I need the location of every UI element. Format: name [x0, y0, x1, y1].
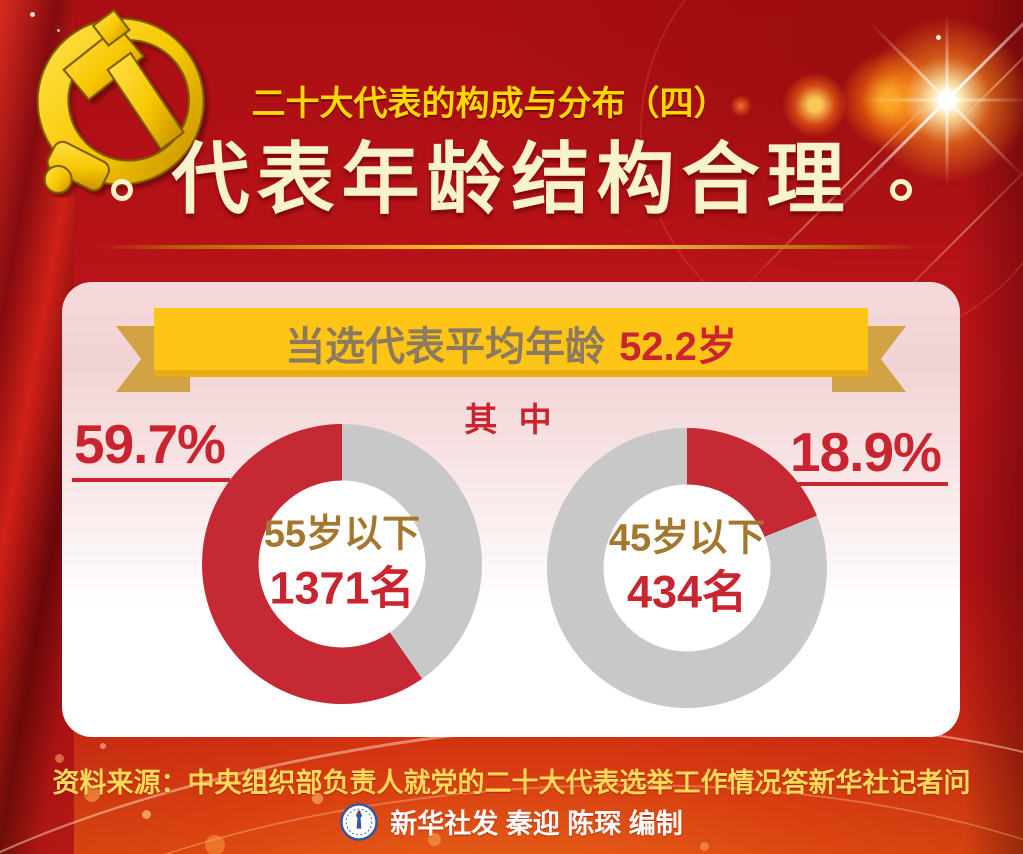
- banner-label: 当选代表平均年龄: [285, 324, 606, 369]
- percent-underline: [797, 482, 948, 486]
- among-label: 其 中: [464, 401, 558, 438]
- main-title: 代表年龄结构合理: [171, 135, 852, 223]
- donut-center-value: 1371名: [269, 562, 415, 614]
- bokeh-dot: [428, 833, 441, 846]
- bokeh-dot: [142, 810, 151, 819]
- donut-chart-under-45: 45岁以下 434名: [547, 428, 827, 708]
- donut-chart-under-55: 55岁以下 1371名: [202, 424, 482, 704]
- donut-hole: 45岁以下 434名: [603, 484, 771, 652]
- bokeh-dot: [100, 743, 106, 749]
- kicker-title: 二十大代表的构成与分布（四）: [251, 85, 728, 123]
- banner-value: 52.2岁: [619, 324, 737, 369]
- title-ring-right-icon: [889, 179, 912, 201]
- sparkle-dot: [936, 35, 941, 40]
- credit-row: 新华社发 秦迎 陈琛 编制: [0, 802, 1023, 841]
- right-edge-shade: [963, 0, 1023, 854]
- main-title-row: 代表年龄结构合理: [0, 140, 1023, 218]
- credit-text: 新华社发 秦迎 陈琛 编制: [390, 809, 683, 839]
- bokeh-dot: [84, 786, 100, 802]
- gold-divider: [96, 245, 926, 249]
- bokeh-dot: [700, 842, 709, 851]
- percent-underline: [72, 478, 230, 482]
- sparkle-dot: [30, 12, 35, 17]
- source-line: 资料来源：中央组织部负责人就党的二十大代表选举工作情况答新华社记者问: [52, 768, 971, 798]
- sparkle-dot: [57, 29, 60, 32]
- bokeh-dot: [55, 754, 64, 763]
- content-card: 当选代表平均年龄 52.2岁 其 中 59.7% 55岁以下 1371名 18.…: [62, 282, 960, 737]
- average-age-banner: 当选代表平均年龄 52.2岁: [154, 308, 868, 377]
- donut-hole: 55岁以下 1371名: [258, 480, 426, 648]
- xinhua-logo-icon: [340, 802, 379, 841]
- donut-center-label: 45岁以下: [608, 517, 766, 560]
- percent-callout-under-55: 59.7%: [74, 413, 226, 475]
- bokeh-dot: [205, 835, 225, 854]
- percent-callout-under-45: 18.9%: [790, 421, 942, 483]
- bokeh-dot: [312, 793, 323, 804]
- title-ring-left-icon: [111, 179, 134, 201]
- donut-center-value: 434名: [626, 566, 748, 618]
- bokeh-dot: [258, 770, 265, 777]
- donut-center-label: 55岁以下: [263, 513, 421, 556]
